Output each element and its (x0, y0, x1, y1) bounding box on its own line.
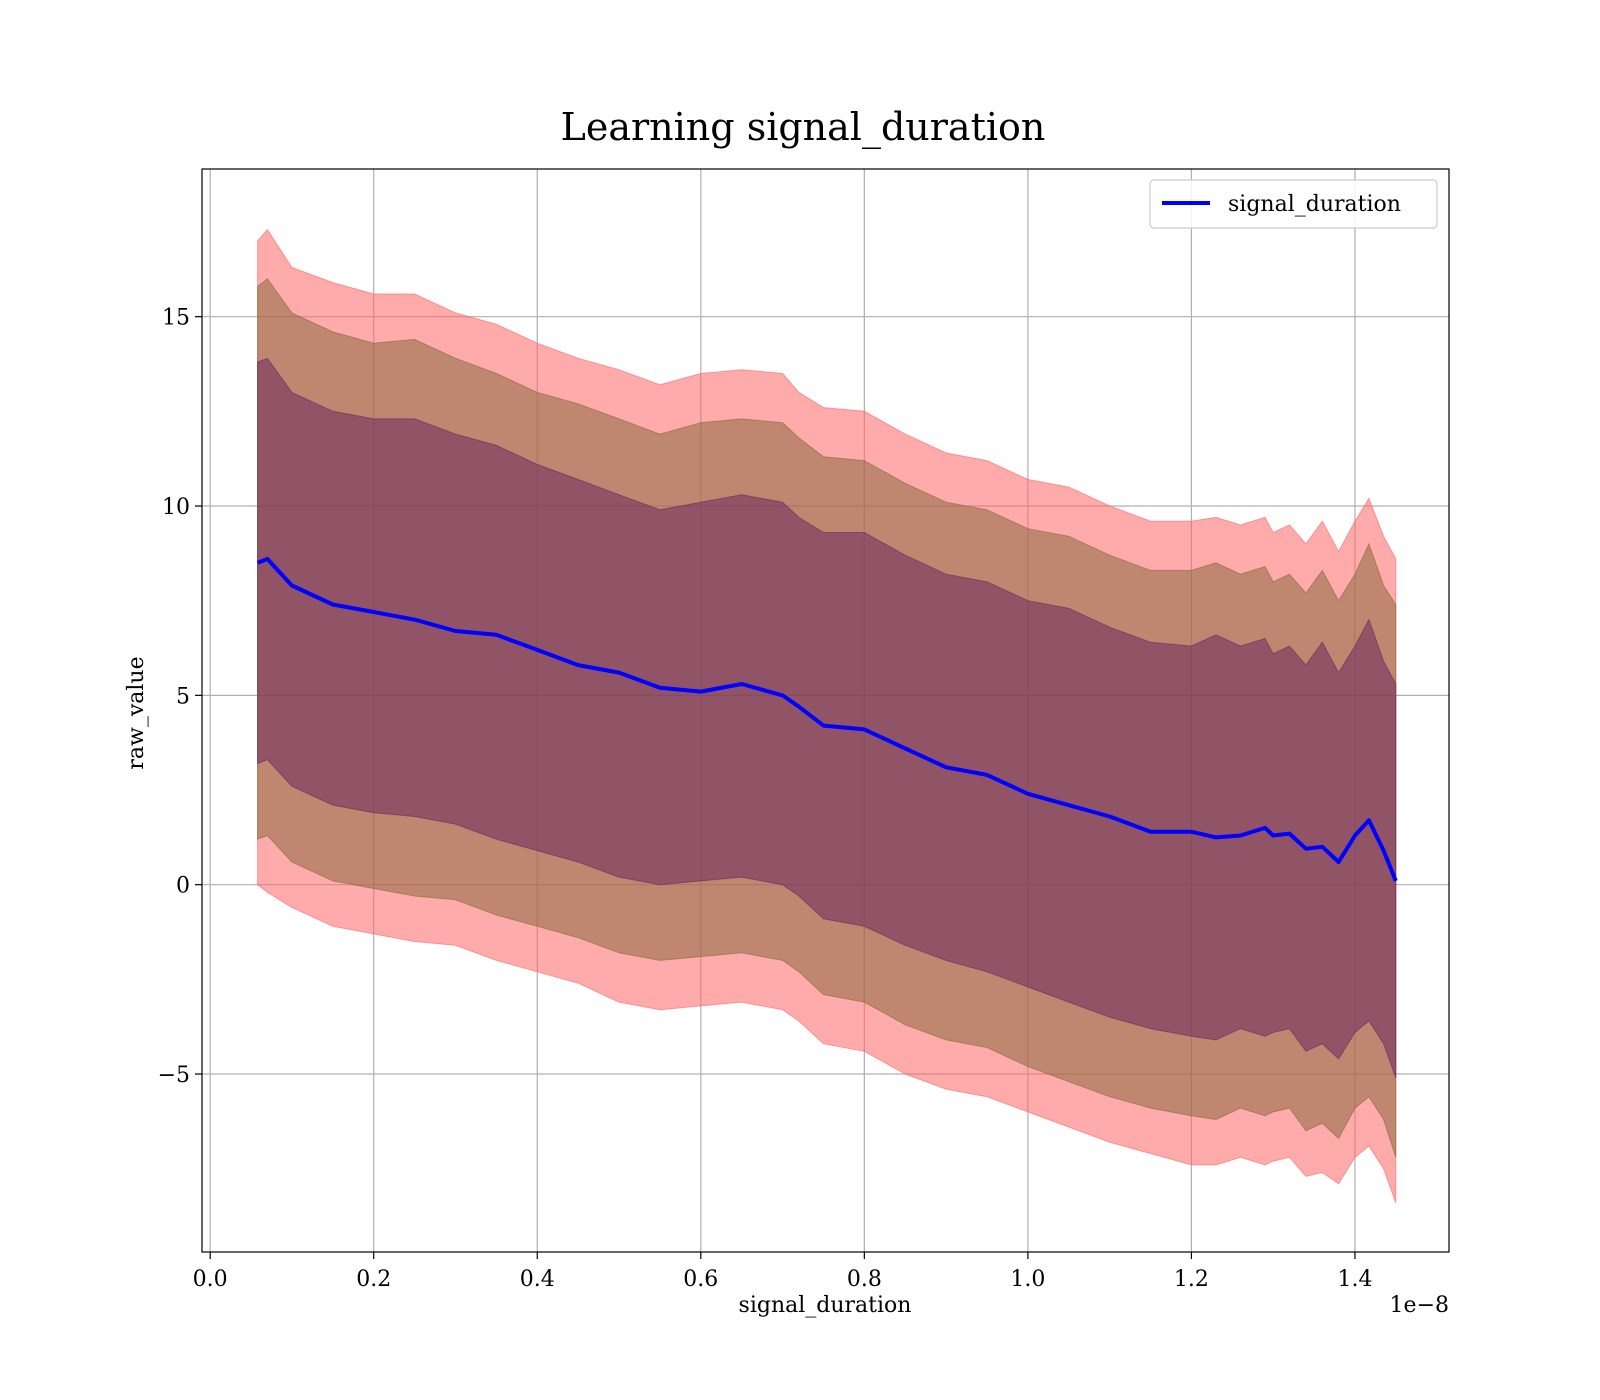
x-tick-label: 0.8 (847, 1267, 882, 1292)
plot-frame (201, 168, 1450, 1253)
inner-confidence-band (257, 357, 1397, 1078)
x-tick-label: 0.6 (683, 1267, 718, 1292)
x-ticks: 0.0 0.2 0.4 0.6 0.8 1.0 1.2 1.4 (193, 1252, 1372, 1292)
legend-entry-signal-duration: signal_duration (1228, 192, 1401, 217)
x-axis-offset-text: 1e−8 (1390, 1293, 1449, 1318)
x-tick-label: 1.0 (1010, 1267, 1045, 1292)
y-tick-label: 15 (162, 306, 190, 331)
y-tick-label: 5 (176, 684, 190, 709)
y-tick-label: −5 (158, 1063, 190, 1088)
legend-box (1149, 179, 1438, 229)
y-axis-label: raw_value (124, 656, 149, 769)
x-axis-label: signal_duration (739, 1293, 912, 1318)
x-tick-label: 0.4 (520, 1267, 555, 1292)
x-tick-label: 0.0 (193, 1267, 228, 1292)
x-tick-label: 0.2 (356, 1267, 391, 1292)
band-layer (257, 228, 1397, 1203)
x-tick-label: 1.4 (1337, 1267, 1372, 1292)
legend[interactable]: signal_duration (1149, 179, 1438, 229)
y-tick-label: 10 (162, 495, 190, 520)
y-tick-label: 0 (176, 874, 190, 899)
y-ticks: −5 0 5 10 15 (158, 306, 202, 1088)
chart-title: Learning signal_duration (561, 105, 1046, 150)
x-tick-label: 1.2 (1174, 1267, 1209, 1292)
line-layer (256, 557, 1398, 882)
series-line-signal-duration (256, 557, 1398, 882)
